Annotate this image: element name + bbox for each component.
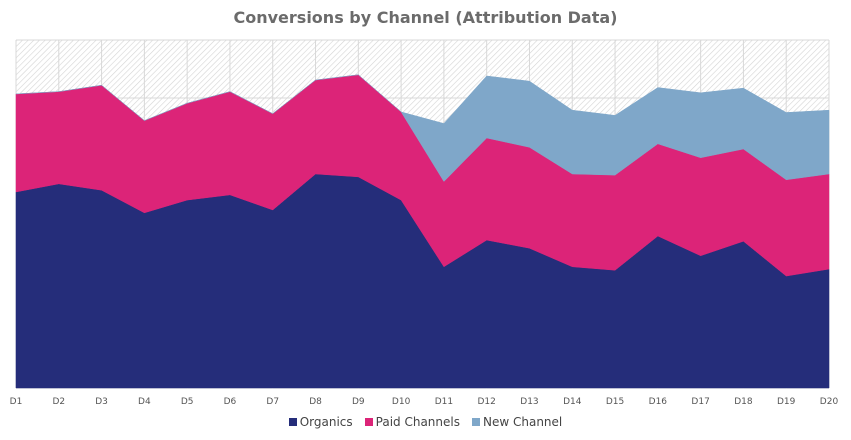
legend-item: Paid Channels: [364, 415, 460, 429]
area-new-channel: [15, 74, 830, 182]
x-tick-label: D12: [477, 397, 495, 407]
x-tick-label: D18: [734, 397, 753, 407]
x-tick-label: D17: [691, 397, 709, 407]
legend-swatch: [364, 418, 373, 426]
legend-label: Paid Channels: [375, 415, 460, 429]
legend-swatch: [288, 418, 297, 426]
x-tick-label: D5: [181, 397, 194, 407]
chart-title: Conversions by Channel (Attribution Data…: [233, 8, 618, 27]
x-tick-label: D8: [309, 397, 322, 407]
x-tick-label: D7: [266, 397, 279, 407]
x-tick-label: D2: [52, 397, 65, 407]
x-tick-label: D6: [224, 397, 237, 407]
x-tick-label: D1: [10, 397, 23, 407]
x-tick-label: D3: [95, 397, 108, 407]
x-tick-label: D10: [392, 397, 411, 407]
x-tick-label: D4: [138, 397, 151, 407]
legend-item: New Channel: [472, 415, 562, 429]
x-tick-label: D20: [820, 397, 839, 407]
x-tick-label: D14: [563, 397, 582, 407]
legend-label: Organics: [299, 415, 353, 429]
x-tick-label: D13: [520, 397, 538, 407]
x-tick-label: D16: [649, 397, 668, 407]
legend-label: New Channel: [483, 415, 563, 429]
legend-swatch: [472, 418, 480, 426]
legend-item: Organics: [288, 415, 353, 429]
x-tick-label: D15: [606, 397, 624, 407]
x-tick-label: D19: [777, 397, 796, 407]
x-tick-label: D11: [435, 397, 453, 407]
x-tick-label: D9: [352, 397, 365, 407]
legend: Organics Paid Channels New Channel: [0, 415, 851, 429]
